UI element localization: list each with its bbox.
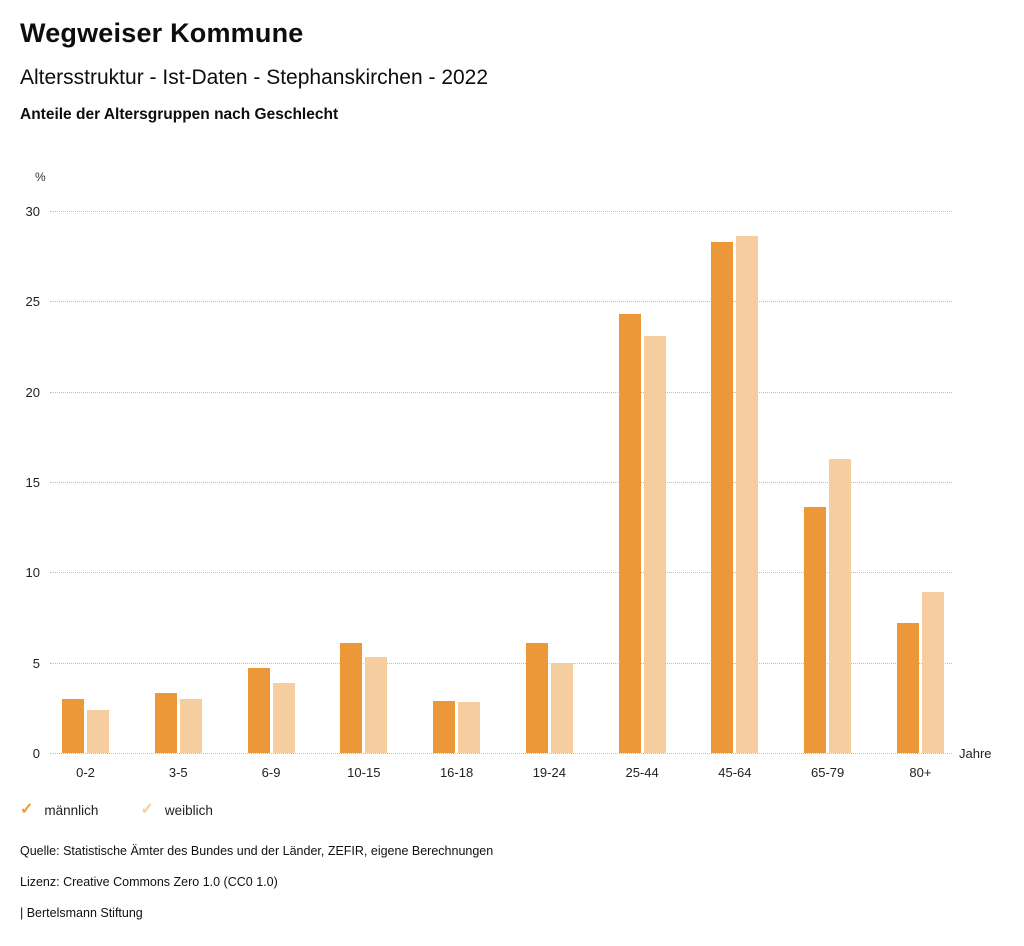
- legend-item-weiblich[interactable]: ✓ weiblich: [140, 802, 212, 818]
- bar-group-6-9: 6-9: [247, 211, 295, 780]
- x-category-label-65-79: 65-79: [811, 765, 845, 780]
- y-tick-label-5: 5: [32, 655, 40, 671]
- bar-maennlich-10-15[interactable]: [340, 642, 363, 753]
- gridline-0: 0: [33, 746, 952, 761]
- bar-group-65-79: 65-79: [804, 211, 852, 780]
- x-category-label-16-18: 16-18: [439, 765, 474, 780]
- bar-group-25-44: 25-44: [618, 211, 666, 780]
- gridline-30: 30: [26, 204, 952, 219]
- bar-maennlich-80+[interactable]: [896, 622, 919, 753]
- attribution-text: | Bertelsmann Stiftung: [20, 906, 143, 920]
- bar-maennlich-6-9[interactable]: [247, 668, 270, 753]
- bar-maennlich-65-79[interactable]: [804, 507, 827, 753]
- y-tick-label-30: 30: [25, 204, 40, 219]
- x-axis-unit-label: Jahre: [959, 746, 992, 761]
- bar-maennlich-19-24[interactable]: [525, 642, 548, 753]
- bar-weiblich-45-64[interactable]: [736, 236, 759, 753]
- check-icon: ✓: [20, 801, 34, 818]
- legend-label: männlich: [44, 802, 99, 818]
- bar-group-45-64: 45-64: [711, 211, 759, 780]
- x-category-label-80+: 80+: [909, 765, 932, 780]
- bar-weiblich-10-15[interactable]: [365, 657, 388, 753]
- legend-item-maennlich[interactable]: ✓ männlich: [20, 802, 98, 818]
- x-category-label-45-64: 45-64: [718, 765, 752, 780]
- y-tick-label-20: 20: [25, 384, 40, 400]
- y-tick-label-0: 0: [32, 746, 40, 761]
- bar-group-10-15: 10-15: [340, 211, 388, 780]
- y-tick-label-25: 25: [25, 294, 40, 310]
- x-category-label-6-9: 6-9: [261, 765, 281, 780]
- bar-weiblich-0-2[interactable]: [87, 709, 109, 753]
- x-category-label-0-2: 0-2: [76, 765, 95, 780]
- bar-weiblich-16-18[interactable]: [458, 702, 481, 753]
- gridline-15: 15: [26, 475, 952, 490]
- bar-group-19-24: 19-24: [525, 211, 573, 780]
- bar-maennlich-0-2[interactable]: [62, 698, 84, 753]
- check-icon: ✓: [140, 801, 154, 818]
- bar-maennlich-45-64[interactable]: [711, 241, 734, 753]
- bar-group-0-2: 0-2: [62, 211, 109, 780]
- bar-weiblich-3-5[interactable]: [179, 698, 202, 753]
- x-category-label-3-5: 3-5: [168, 765, 188, 780]
- legend-label: weiblich: [164, 802, 213, 818]
- y-tick-label-10: 10: [25, 565, 40, 581]
- plot-area: Jahre 0 5 10 15 20 25 30 0-2 3-5 6-9 10-15 16-18 19-…: [26, 204, 992, 780]
- x-category-label-10-15: 10-15: [347, 765, 381, 780]
- bar-group-16-18: 16-18: [433, 211, 481, 780]
- gridline-20: 20: [26, 385, 952, 400]
- chart-legend: ✓ männlich ✓ weiblich: [20, 802, 213, 818]
- x-category-label-25-44: 25-44: [625, 765, 659, 780]
- chart-heading: Anteile der Altersgruppen nach Geschlech…: [20, 106, 339, 123]
- bar-maennlich-3-5[interactable]: [154, 693, 177, 753]
- gridline-5: 5: [33, 656, 952, 671]
- y-tick-label-15: 15: [25, 475, 40, 490]
- license-text: Lizenz: Creative Commons Zero 1.0 (CC0 1…: [20, 875, 278, 889]
- bar-group-80+: 80+: [896, 211, 944, 780]
- bar-weiblich-6-9[interactable]: [272, 682, 295, 753]
- bar-weiblich-65-79[interactable]: [829, 458, 852, 753]
- chart-subtitle: Altersstruktur - Ist-Daten - Stephanskir…: [20, 66, 489, 89]
- bars-row: 0-2 3-5 6-9 10-15 16-18 19-24 25-44 45-64 65-79 8…: [62, 211, 944, 780]
- gridline-25: 25: [26, 294, 952, 309]
- y-axis-unit-label: %: [35, 170, 46, 184]
- bar-weiblich-25-44[interactable]: [643, 335, 666, 753]
- x-category-label-19-24: 19-24: [532, 765, 566, 780]
- bar-maennlich-25-44[interactable]: [618, 313, 641, 753]
- bar-weiblich-80+[interactable]: [921, 592, 944, 753]
- bar-group-3-5: 3-5: [154, 211, 202, 780]
- bar-weiblich-19-24[interactable]: [550, 662, 573, 753]
- source-text: Quelle: Statistische Ämter des Bundes un…: [20, 844, 494, 858]
- gridline-10: 10: [26, 565, 952, 580]
- page-title: Wegweiser Kommune: [20, 18, 304, 48]
- bar-maennlich-16-18[interactable]: [433, 700, 456, 753]
